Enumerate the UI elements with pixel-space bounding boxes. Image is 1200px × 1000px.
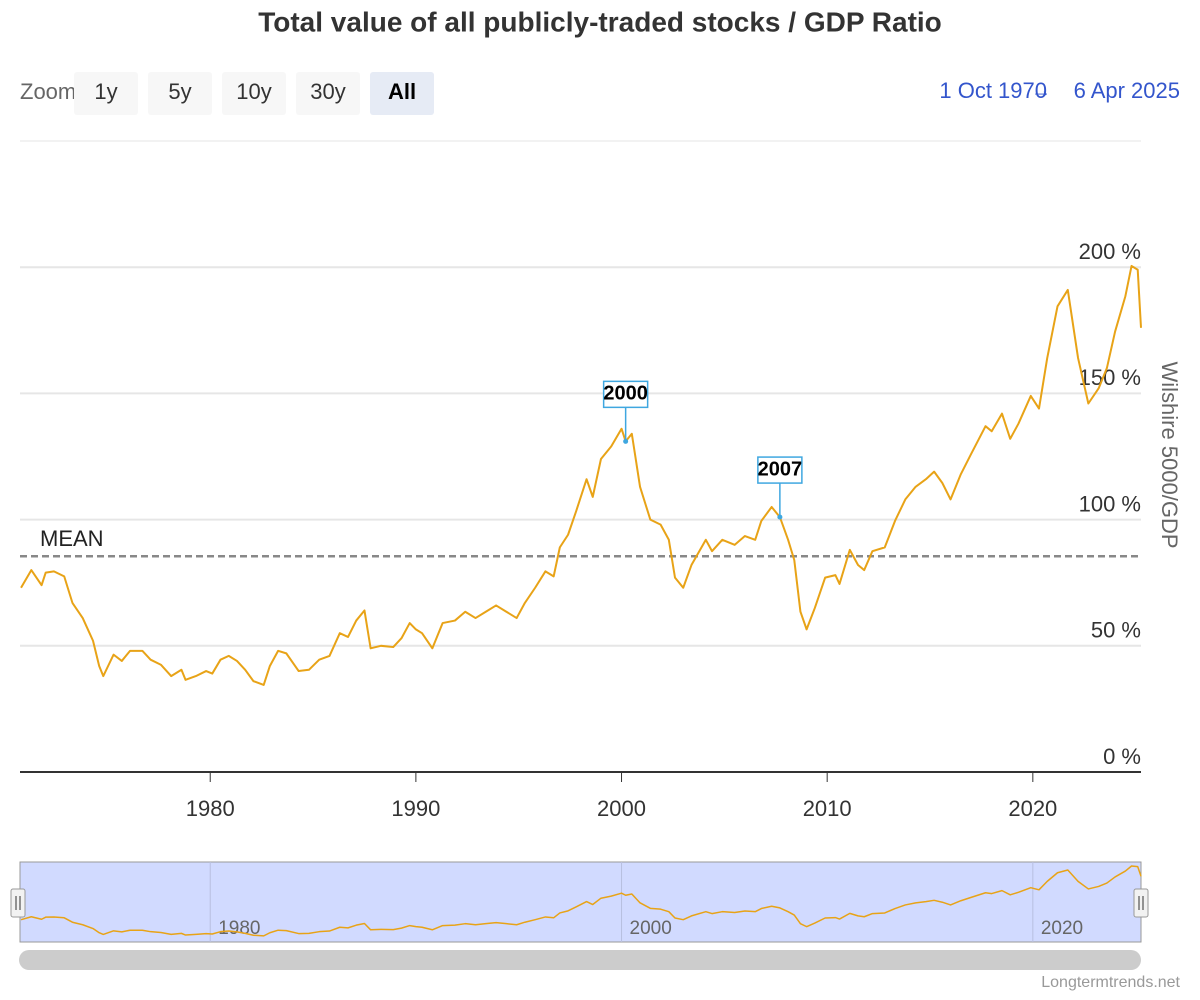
navigator-handle[interactable] (10, 888, 26, 918)
zoom-button[interactable] (148, 72, 212, 115)
zoom-button-label[interactable]: All (388, 79, 416, 104)
zoom-button[interactable] (370, 72, 434, 115)
navigator-line (20, 865, 1142, 937)
zoom-button[interactable] (296, 72, 360, 115)
x-tick-label: 1990 (391, 796, 440, 821)
x-tick-label: 2000 (597, 796, 646, 821)
x-tick-label: 1980 (186, 796, 235, 821)
y-tick-label: 150 % (1079, 365, 1141, 390)
x-tick-label: 2020 (1008, 796, 1057, 821)
annotation-label: 2007 (758, 458, 803, 480)
range-from[interactable]: 1 Oct 1970 (939, 78, 1047, 103)
navigator-tick-label: 2020 (1041, 918, 1083, 939)
annotation-point (623, 438, 629, 444)
range-separator: → (1031, 80, 1051, 102)
y-tick-label: 100 % (1079, 491, 1141, 516)
zoom-button[interactable] (74, 72, 138, 115)
annotation-box (757, 456, 803, 484)
annotation-label: 2000 (603, 383, 648, 405)
y-tick-label: 50 % (1091, 618, 1141, 643)
zoom-button-label[interactable]: 1y (94, 79, 117, 104)
annotation-point (777, 514, 783, 520)
zoom-button[interactable] (222, 72, 286, 115)
range-to[interactable]: 6 Apr 2025 (1074, 78, 1180, 103)
navigator-mask[interactable] (19, 861, 1142, 943)
annotation-box (602, 380, 649, 409)
zoom-button-label[interactable]: 10y (236, 79, 271, 104)
y-tick-label: 200 % (1079, 239, 1141, 264)
chart-title: Total value of all publicly-traded stock… (258, 6, 942, 37)
zoom-button-label[interactable]: 5y (168, 79, 191, 104)
y-tick-label: 0 % (1103, 744, 1141, 769)
scrollbar[interactable] (19, 950, 1141, 970)
series-line (20, 264, 1142, 686)
zoom-label: Zoom (20, 79, 76, 104)
y-axis-title: Wilshire 5000/GDP (1157, 361, 1182, 548)
credits[interactable]: Longtermtrends.net (1041, 974, 1180, 991)
mean-label: MEAN (40, 526, 104, 551)
navigator-handle[interactable] (1133, 888, 1149, 918)
zoom-button-label[interactable]: 30y (310, 79, 345, 104)
x-tick-label: 2010 (803, 796, 852, 821)
navigator-tick-label: 2000 (630, 918, 672, 939)
